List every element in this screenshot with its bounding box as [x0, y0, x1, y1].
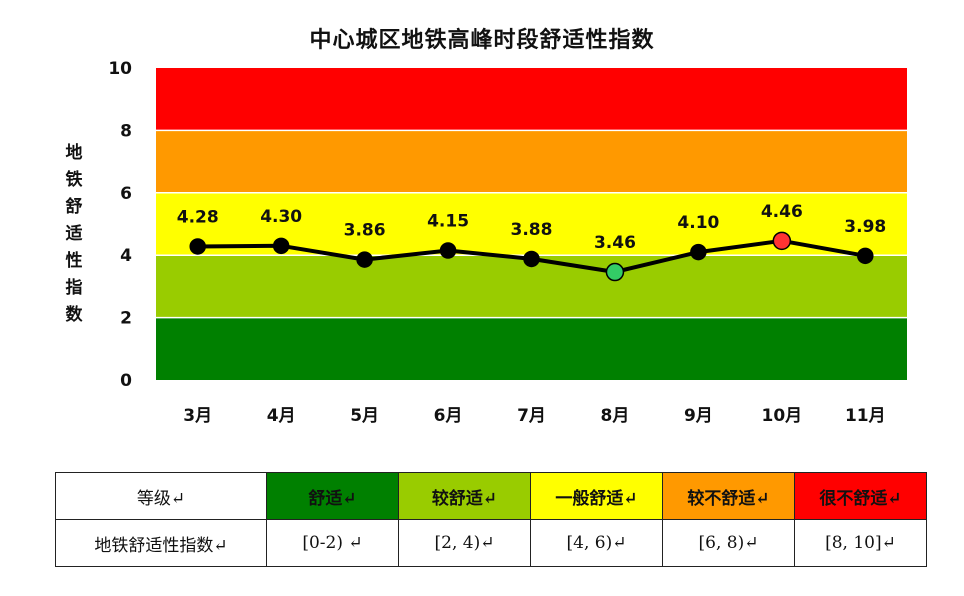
- data-label: 4.28: [177, 207, 219, 227]
- data-label: 4.46: [761, 202, 803, 222]
- data-label: 4.30: [260, 207, 302, 227]
- y-tick-label: 10: [108, 59, 132, 79]
- table-row-label: 地铁舒适性指数↵: [55, 519, 267, 567]
- data-point: [272, 237, 290, 255]
- table-header-row: 等级↵ 舒适↵ 较舒适↵ 一般舒适↵ 较不舒适↵ 很不舒适↵: [55, 472, 927, 520]
- y-tick-label: 8: [120, 121, 132, 141]
- data-points: [189, 231, 874, 282]
- data-label: 3.46: [594, 233, 636, 253]
- table-range-row: 地铁舒适性指数↵ [0-2) ↵ [2, 4)↵ [4, 6)↵ [6, 8)↵…: [55, 519, 927, 567]
- level-cell-1: 较舒适↵: [398, 472, 531, 520]
- level-cell-3: 较不舒适↵: [662, 472, 795, 520]
- range-cell-0: [0-2) ↵: [266, 519, 399, 567]
- level-cell-2: 一般舒适↵: [530, 472, 663, 520]
- x-tick-label: 11月: [845, 406, 886, 426]
- y-tick-label: 2: [120, 309, 132, 329]
- data-point: [690, 243, 707, 261]
- data-label: 4.10: [677, 213, 719, 233]
- band-0: [156, 317, 907, 380]
- x-tick-label: 3月: [183, 406, 212, 426]
- comfort-bands: [156, 68, 907, 380]
- band-4: [156, 68, 907, 131]
- y-tick-label: 4: [120, 246, 132, 266]
- data-point: [439, 242, 457, 259]
- line-chart: 0 2 4 6 8 10 3月 4月 5月 6月 7月 8月 9月 10月 11月 4.28 4.30 3.8…: [108, 59, 907, 426]
- data-point: [189, 238, 206, 255]
- y-tick-label: 6: [120, 184, 132, 204]
- level-cell-0: 舒适↵: [266, 472, 399, 520]
- x-tick-label: 6月: [434, 406, 463, 426]
- data-labels: 4.28 4.30 3.86 4.15 3.88 3.46 4.10 4.46 3.98: [177, 202, 887, 253]
- x-tick-label: 7月: [517, 406, 546, 426]
- x-tick-label: 9月: [684, 406, 713, 426]
- data-point: [857, 247, 874, 265]
- data-point: [523, 250, 540, 268]
- y-tick-label: 0: [120, 371, 132, 391]
- range-cell-3: [6, 8)↵: [662, 519, 795, 567]
- data-point: [356, 251, 373, 268]
- data-label: 3.98: [844, 217, 886, 237]
- chart-title: 中心城区地铁高峰时段舒适性指数: [309, 28, 655, 53]
- y-axis-label: 地铁舒适性指数: [65, 143, 83, 325]
- data-point: [605, 262, 625, 282]
- x-tick-labels: 3月 4月 5月 6月 7月 8月 9月 10月 11月: [183, 406, 885, 426]
- band-3: [156, 130, 907, 193]
- data-point: [772, 231, 792, 251]
- x-tick-label: 5月: [350, 406, 379, 426]
- range-cell-4: [8, 10]↵: [794, 519, 927, 567]
- x-tick-label: 10月: [761, 406, 802, 426]
- data-label: 3.86: [344, 221, 386, 241]
- comfort-level-table: 等级↵ 舒适↵ 较舒适↵ 一般舒适↵ 较不舒适↵ 很不舒适↵ 地铁舒适性指数↵ …: [55, 472, 927, 567]
- x-tick-label: 4月: [267, 406, 296, 426]
- table-header-label: 等级↵: [55, 472, 267, 520]
- x-tick-label: 8月: [601, 406, 630, 426]
- range-cell-2: [4, 6)↵: [530, 519, 663, 567]
- level-cell-4: 很不舒适↵: [794, 472, 927, 520]
- y-tick-labels: 0 2 4 6 8 10: [108, 59, 132, 391]
- data-label: 3.88: [511, 220, 553, 240]
- data-label: 4.15: [427, 212, 469, 232]
- range-cell-1: [2, 4)↵: [398, 519, 531, 567]
